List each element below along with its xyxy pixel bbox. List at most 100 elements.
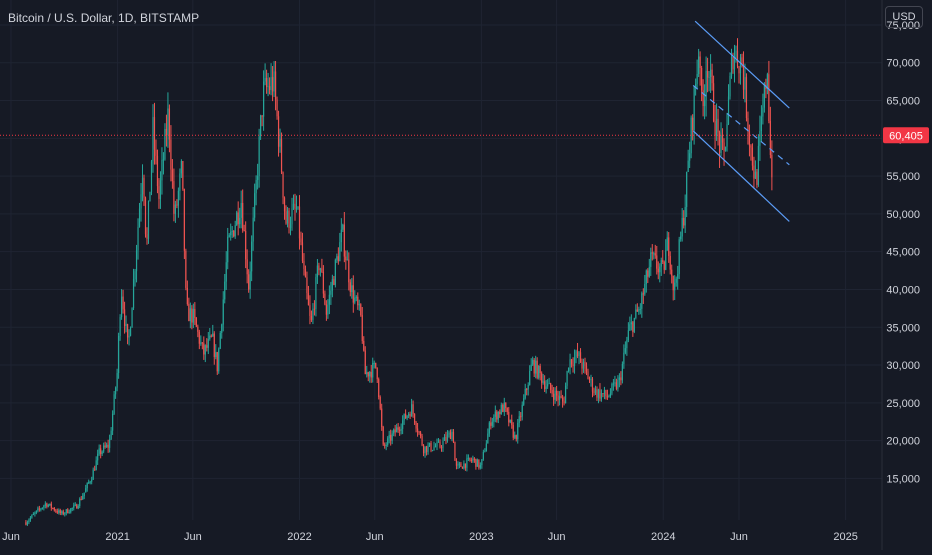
candle-body [149, 191, 151, 202]
candle-body [427, 445, 429, 452]
candle-body [594, 389, 597, 393]
candle-body [742, 65, 745, 90]
candle-body [254, 193, 256, 218]
candle-body [674, 282, 676, 291]
candle-body [152, 117, 154, 162]
candle-body [527, 384, 529, 390]
candle-body [260, 115, 262, 137]
candle-body [173, 181, 175, 214]
candle-body [140, 194, 142, 209]
candle-body [276, 99, 278, 117]
candle-body [766, 74, 768, 90]
candle-body [137, 226, 139, 251]
candle-body [355, 296, 357, 298]
candle-body [35, 510, 37, 513]
candle-body [600, 393, 603, 399]
time-axis[interactable]: Jun 2021 Jun 2022 Jun 2023 Jun 2024 Jun 2025 [2, 531, 858, 543]
channel-drawings[interactable] [692, 20, 790, 222]
candle-body [167, 108, 169, 136]
candle-body [584, 361, 586, 366]
candle-body [428, 442, 431, 446]
candle-body [617, 379, 619, 389]
x-tick-label: 2022 [287, 531, 311, 543]
candle-body [113, 394, 115, 414]
candle-body [558, 396, 561, 400]
candle-body [754, 171, 757, 179]
price-axis[interactable]: 15,000 20,000 25,000 30,000 35,000 40,000 45,0… [886, 20, 920, 485]
candle-body [301, 242, 304, 261]
candle-body [306, 277, 308, 294]
y-tick-label: 15,000 [886, 473, 920, 485]
candle-body [705, 70, 707, 101]
candle-body [245, 230, 247, 260]
candle-body [446, 434, 449, 441]
candle-body [394, 429, 396, 433]
candle-body [292, 203, 295, 209]
candle-body [165, 128, 168, 136]
y-tick-label: 75,000 [886, 20, 920, 32]
candle-body [741, 57, 743, 66]
candle-body [131, 308, 133, 328]
candle-body [351, 285, 353, 293]
candle-body [768, 74, 770, 122]
candle-body [647, 270, 649, 277]
candle-body [693, 87, 695, 131]
candle-body [416, 428, 419, 432]
candle-body [675, 278, 677, 283]
candle-body [228, 235, 230, 237]
candle-body [141, 177, 144, 195]
candle-body [91, 479, 93, 482]
candle-body [557, 395, 559, 400]
candle-body [706, 70, 709, 78]
candle-body [654, 253, 656, 256]
candle-body [360, 304, 362, 316]
candle-body [684, 206, 686, 226]
candle-body [457, 464, 459, 466]
candle-body [143, 177, 145, 198]
candle-body [125, 324, 127, 326]
candle-body [379, 397, 381, 409]
candle-body [246, 259, 248, 275]
candle-body [37, 508, 39, 511]
candle-body [119, 317, 121, 336]
candle-body [430, 442, 432, 451]
candle-body [578, 352, 580, 357]
candle-body [561, 397, 564, 402]
candle-body [620, 377, 622, 381]
candle-body [611, 383, 613, 394]
candle-body [500, 404, 502, 415]
candle-body [67, 509, 69, 514]
candle-body [523, 398, 525, 405]
candle-body [739, 57, 742, 74]
candle-body [144, 197, 147, 235]
candle-body [191, 308, 193, 323]
candle-body [327, 304, 329, 315]
candle-body [475, 458, 477, 467]
candle-body [539, 365, 541, 374]
candle-body [120, 296, 123, 318]
candle-body [112, 413, 114, 431]
candle-body [41, 507, 43, 509]
candle-body [699, 56, 701, 68]
candle-body [431, 449, 434, 451]
candle-body [271, 77, 274, 92]
candle-body [553, 393, 555, 400]
candle-body [237, 212, 239, 225]
candle-body [402, 420, 404, 429]
candle-body [747, 118, 749, 132]
candle-body [603, 390, 606, 395]
candle-body [644, 284, 646, 295]
currency-button[interactable]: USD [885, 6, 923, 28]
candle-body [89, 481, 91, 483]
candle-body [103, 445, 105, 452]
candle-body [418, 431, 420, 433]
candle-body [79, 498, 81, 507]
candle-body [388, 434, 390, 439]
candle-body [294, 203, 296, 209]
candle-body [224, 281, 226, 300]
candle-body [248, 274, 250, 290]
candle-body [239, 217, 241, 225]
candle-body [656, 255, 658, 269]
